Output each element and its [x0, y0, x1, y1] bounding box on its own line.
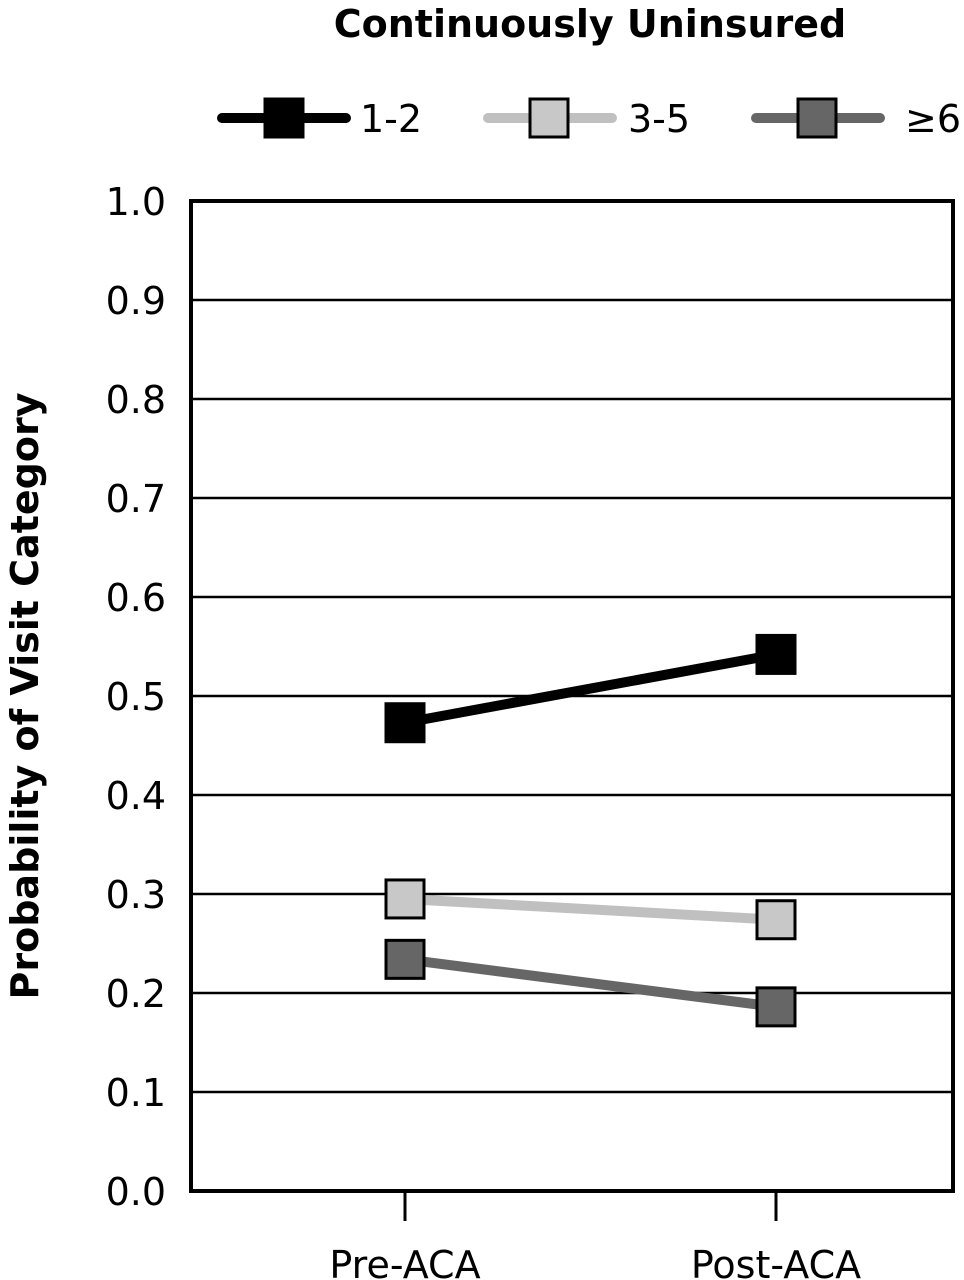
y-tick-label: 0.0 — [106, 1170, 166, 1214]
chart-title: Continuously Uninsured — [334, 2, 847, 46]
data-point — [755, 633, 797, 675]
y-tick-label: 0.4 — [106, 774, 166, 818]
data-point — [384, 702, 426, 744]
plot-frame — [189, 199, 955, 1193]
y-tick-label: 1.0 — [106, 180, 166, 224]
legend-marker — [796, 97, 838, 139]
y-tick-label: 0.2 — [106, 972, 166, 1016]
x-axis-ticks: Pre-ACA Post-ACA — [329, 1191, 861, 1280]
series-line — [404, 954, 777, 1012]
legend: 1-2 3-5 ≥6 — [217, 97, 961, 141]
series-line — [404, 649, 777, 728]
y-tick-label: 0.7 — [106, 477, 166, 521]
y-tick-label: 0.5 — [106, 675, 166, 719]
series-1 — [384, 878, 797, 941]
legend-marker — [263, 97, 305, 139]
series-layer — [384, 633, 797, 1028]
data-point — [384, 938, 426, 980]
y-tick-label: 0.9 — [106, 279, 166, 323]
legend-label: ≥6 — [905, 97, 961, 141]
y-tick-label: 0.3 — [106, 873, 166, 917]
series-2 — [384, 938, 797, 1028]
series-0 — [384, 633, 797, 744]
x-tick-label: Post-ACA — [691, 1243, 861, 1280]
gridlines — [191, 298, 953, 1094]
y-tick-label: 0.1 — [106, 1071, 166, 1115]
legend-marker — [528, 97, 570, 139]
y-axis-label: Probability of Visit Category — [3, 392, 47, 999]
legend-item: 3-5 — [483, 97, 690, 141]
y-tick-label: 0.6 — [106, 576, 166, 620]
y-axis-ticks: 0.0 0.1 0.2 0.3 0.4 0.5 0.6 0.7 0.8 0.9 1.0 — [106, 180, 166, 1214]
legend-item: ≥6 — [751, 97, 961, 141]
legend-item: 1-2 — [217, 97, 422, 141]
legend-label: 3-5 — [628, 97, 690, 141]
data-point — [384, 878, 426, 920]
data-point — [755, 986, 797, 1028]
data-point — [755, 899, 797, 941]
x-tick-label: Pre-ACA — [329, 1243, 480, 1280]
y-tick-label: 0.8 — [106, 378, 166, 422]
legend-label: 1-2 — [360, 97, 422, 141]
series-line — [404, 893, 777, 925]
